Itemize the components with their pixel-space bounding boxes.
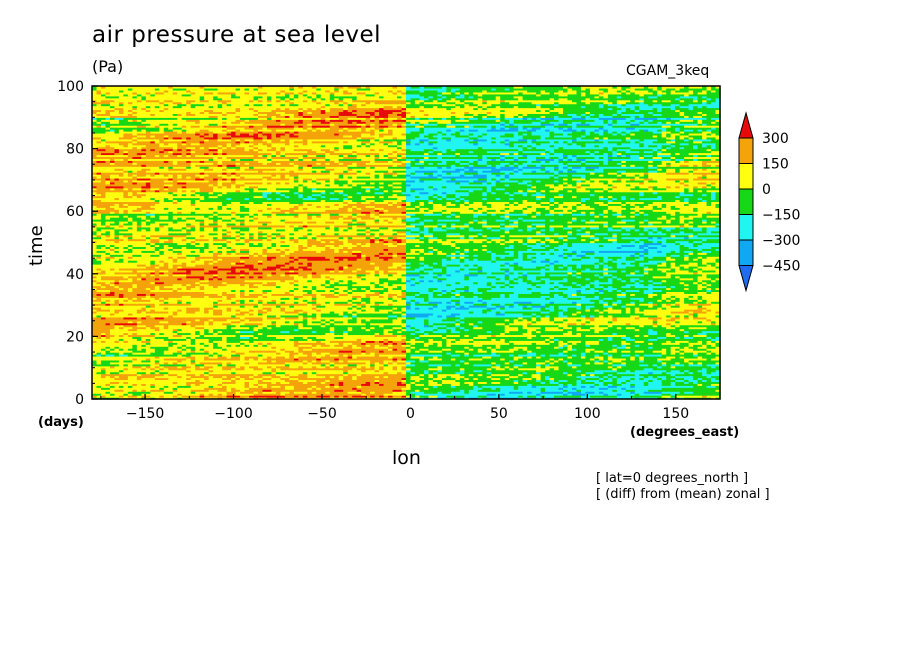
- heatmap-field: [92, 86, 721, 400]
